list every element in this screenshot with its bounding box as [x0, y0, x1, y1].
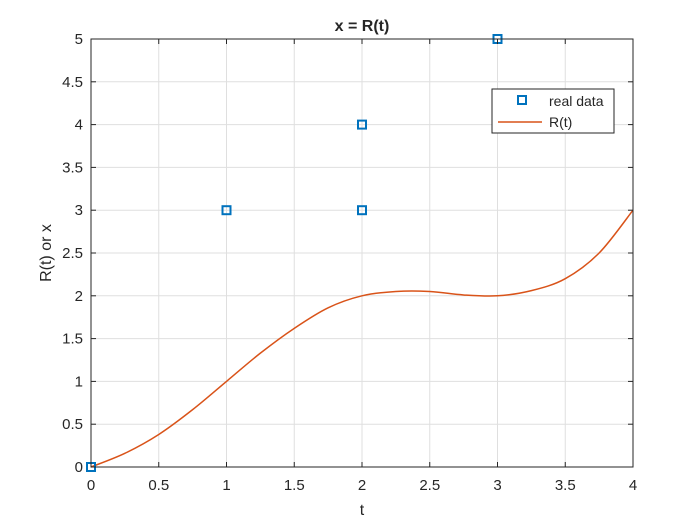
legend-label-r-t: R(t): [549, 114, 572, 130]
ticks: [90, 38, 634, 468]
y-tick-label: 2: [75, 288, 83, 305]
y-tick-label: 4.5: [62, 74, 83, 91]
y-tick-label: 1.5: [62, 331, 83, 348]
series-line-r-t: [90, 209, 634, 468]
x-tick-label: 4: [629, 477, 637, 494]
data-point-real-data: [357, 119, 367, 130]
y-tick-labels: 0 0.5 1 1.5 2 2.5 3 3.5 4 4.5 5: [62, 31, 83, 476]
x-tick-label: 0: [87, 477, 95, 494]
x-tick-label: 3: [493, 477, 501, 494]
legend-marker-real-data: [517, 95, 527, 105]
y-axis-label: R(t) or x: [38, 224, 55, 282]
data-point-real-data: [357, 205, 367, 216]
data-point-real-data: [221, 205, 232, 216]
chart-title: x = R(t): [335, 18, 390, 35]
x-tick-label: 1: [222, 477, 230, 494]
curve-layer: [90, 209, 634, 468]
x-axis-label: t: [360, 502, 365, 519]
y-tick-label: 2.5: [62, 245, 83, 262]
y-tick-label: 0: [75, 459, 83, 476]
x-tick-labels: 0 0.5 1 1.5 2 2.5 3 3.5 4: [87, 477, 637, 494]
x-tick-label: 1.5: [284, 477, 305, 494]
x-tick-label: 2: [358, 477, 366, 494]
x-tick-label: 0.5: [148, 477, 169, 494]
x-tick-label: 2.5: [419, 477, 440, 494]
legend-label-real-data: real data: [549, 93, 604, 109]
y-tick-label: 3: [75, 202, 83, 219]
y-tick-label: 5: [75, 31, 83, 48]
y-tick-label: 0.5: [62, 416, 83, 433]
legend-box: [491, 88, 615, 134]
y-tick-label: 3.5: [62, 159, 83, 176]
legend: real data R(t): [491, 88, 615, 134]
x-tick-label: 3.5: [555, 477, 576, 494]
y-tick-label: 1: [75, 373, 83, 390]
y-tick-label: 4: [75, 117, 83, 134]
